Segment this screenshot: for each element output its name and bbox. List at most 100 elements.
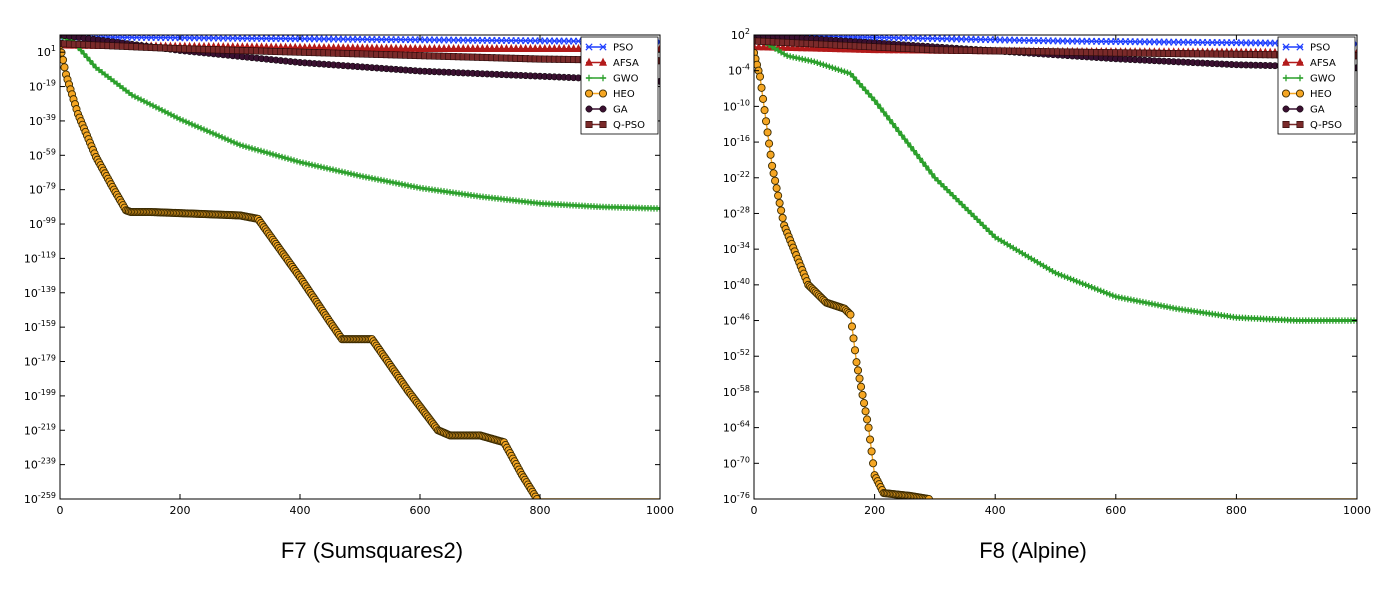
marker-afsa <box>454 43 463 52</box>
marker-gwo <box>347 170 355 178</box>
marker-gwo <box>257 147 265 155</box>
y-tick-label: 10-259 <box>24 491 56 506</box>
marker-gwo <box>934 177 942 184</box>
marker-afsa <box>415 43 425 52</box>
x-tick-label: 800 <box>530 504 551 517</box>
marker-heo <box>768 161 777 170</box>
marker-gwo <box>194 123 202 131</box>
marker-afsa <box>545 43 554 52</box>
marker-gwo <box>817 60 824 67</box>
legend-marker-gwo <box>585 74 593 82</box>
marker-gwo <box>811 58 818 65</box>
marker-gwo <box>248 145 256 152</box>
marker-gwo <box>188 121 196 128</box>
marker-gwo <box>311 162 319 169</box>
marker-gwo <box>961 204 969 211</box>
marker-gwo <box>823 62 830 69</box>
marker-gwo <box>786 53 794 60</box>
marker-gwo <box>284 155 292 162</box>
marker-heo <box>847 322 857 331</box>
legend: PSO AFSA GWO HEO GA Q-PSO <box>580 36 659 135</box>
marker-gwo <box>937 180 945 187</box>
marker-gwo <box>928 170 936 178</box>
marker-gwo <box>841 68 848 75</box>
marker-afsa <box>401 43 410 52</box>
marker-gwo <box>1064 274 1071 281</box>
marker-gwo <box>251 146 259 153</box>
legend-marker-q-pso <box>599 121 607 129</box>
marker-heo <box>775 199 784 208</box>
x-tick-label: 200 <box>170 504 191 517</box>
legend: PSO AFSA GWO HEO GA Q-PSO <box>1277 36 1356 135</box>
legend-marker-q-pso <box>1282 121 1290 129</box>
legend-marker-heo <box>1295 89 1305 98</box>
marker-afsa <box>483 43 492 52</box>
marker-gwo <box>191 122 199 129</box>
marker-gwo <box>1085 282 1092 290</box>
marker-gwo <box>197 125 205 132</box>
marker-gwo <box>1067 275 1074 283</box>
y-tick-label: 10-239 <box>24 457 56 472</box>
marker-gwo <box>826 63 833 70</box>
marker-afsa <box>793 43 802 52</box>
marker-gwo <box>83 54 91 61</box>
y-tick-label: 10-39 <box>29 113 56 128</box>
marker-gwo <box>329 166 337 173</box>
x-tick-label: 600 <box>1105 504 1126 517</box>
marker-gwo <box>1106 291 1113 298</box>
marker-gwo <box>789 53 797 61</box>
marker-afsa <box>783 42 792 51</box>
marker-afsa <box>391 43 401 52</box>
marker-afsa <box>555 43 564 52</box>
marker-gwo <box>979 222 987 229</box>
legend-marker-ga <box>599 105 607 113</box>
legend-label-ga: GA <box>1310 105 1325 116</box>
marker-gwo <box>1058 272 1065 279</box>
marker-gwo <box>185 119 193 127</box>
marker-afsa <box>655 43 660 52</box>
marker-heo <box>755 72 765 81</box>
marker-gwo <box>1091 285 1098 292</box>
marker-afsa <box>478 43 487 52</box>
legend-label-ga: GA <box>613 105 628 116</box>
legend-label-heo: HEO <box>613 89 635 100</box>
marker-gwo <box>907 143 914 151</box>
legend-marker-pso <box>1296 43 1304 51</box>
marker-gwo <box>245 144 253 151</box>
marker-gwo <box>922 162 930 170</box>
legend-label-q-pso: Q-PSO <box>1310 120 1342 131</box>
marker-gwo <box>263 149 271 156</box>
marker-gwo <box>290 157 298 164</box>
marker-gwo <box>215 132 223 140</box>
marker-afsa <box>473 43 482 52</box>
marker-afsa <box>411 43 420 52</box>
marker-afsa <box>463 43 473 52</box>
marker-gwo <box>898 132 905 139</box>
legend-marker-pso <box>585 43 593 51</box>
marker-gwo <box>350 171 358 178</box>
marker-gwo <box>829 64 836 71</box>
marker-gwo <box>847 70 854 77</box>
caption-right: F8 (Alpine) <box>979 538 1087 563</box>
series-line-gwo <box>754 35 1357 322</box>
marker-afsa <box>754 42 763 51</box>
y-tick-label: 10-59 <box>29 147 56 162</box>
marker-gwo <box>89 61 97 68</box>
marker-afsa <box>531 43 540 52</box>
y-tick-label: 10-70 <box>723 455 750 470</box>
marker-gwo <box>1079 280 1086 287</box>
marker-heo <box>757 83 766 92</box>
marker-gwo <box>832 65 839 72</box>
marker-gwo <box>952 195 960 202</box>
marker-afsa <box>487 43 497 52</box>
marker-afsa <box>550 43 559 52</box>
legend-label-afsa: AFSA <box>1310 58 1336 69</box>
marker-gwo <box>269 151 277 158</box>
y-tick-label: 10-19 <box>29 79 56 94</box>
marker-gwo <box>919 159 927 166</box>
marker-gwo <box>305 161 313 168</box>
marker-afsa <box>574 43 583 52</box>
legend-marker-q-pso <box>585 121 593 129</box>
marker-afsa <box>521 43 530 52</box>
marker-heo <box>866 435 875 444</box>
